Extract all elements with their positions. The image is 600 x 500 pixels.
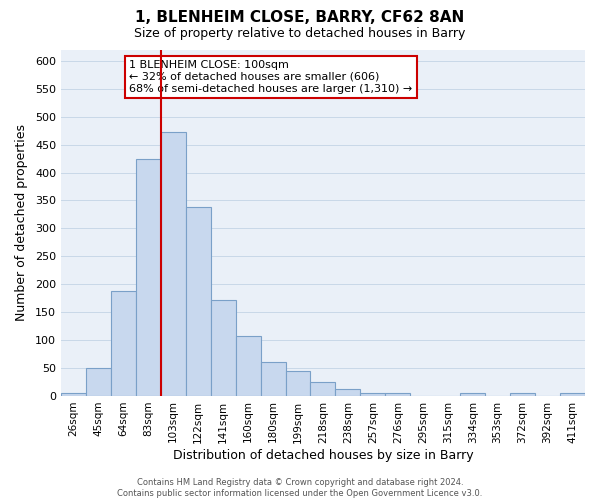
Bar xyxy=(385,393,410,396)
Bar xyxy=(335,390,361,396)
Bar xyxy=(186,207,211,396)
Text: 1, BLENHEIM CLOSE, BARRY, CF62 8AN: 1, BLENHEIM CLOSE, BARRY, CF62 8AN xyxy=(136,10,464,25)
Bar xyxy=(286,371,310,396)
Bar xyxy=(260,362,286,396)
Bar xyxy=(86,368,111,396)
Bar xyxy=(310,382,335,396)
X-axis label: Distribution of detached houses by size in Barry: Distribution of detached houses by size … xyxy=(173,450,473,462)
Bar xyxy=(460,393,485,396)
Bar xyxy=(211,300,236,396)
Bar xyxy=(136,158,161,396)
Text: Contains HM Land Registry data © Crown copyright and database right 2024.
Contai: Contains HM Land Registry data © Crown c… xyxy=(118,478,482,498)
Bar xyxy=(61,393,86,396)
Bar xyxy=(236,336,260,396)
Bar xyxy=(560,393,585,396)
Bar xyxy=(361,393,385,396)
Bar xyxy=(161,132,186,396)
Bar xyxy=(510,393,535,396)
Y-axis label: Number of detached properties: Number of detached properties xyxy=(15,124,28,322)
Bar xyxy=(111,291,136,396)
Text: Size of property relative to detached houses in Barry: Size of property relative to detached ho… xyxy=(134,28,466,40)
Text: 1 BLENHEIM CLOSE: 100sqm
← 32% of detached houses are smaller (606)
68% of semi-: 1 BLENHEIM CLOSE: 100sqm ← 32% of detach… xyxy=(129,60,412,94)
